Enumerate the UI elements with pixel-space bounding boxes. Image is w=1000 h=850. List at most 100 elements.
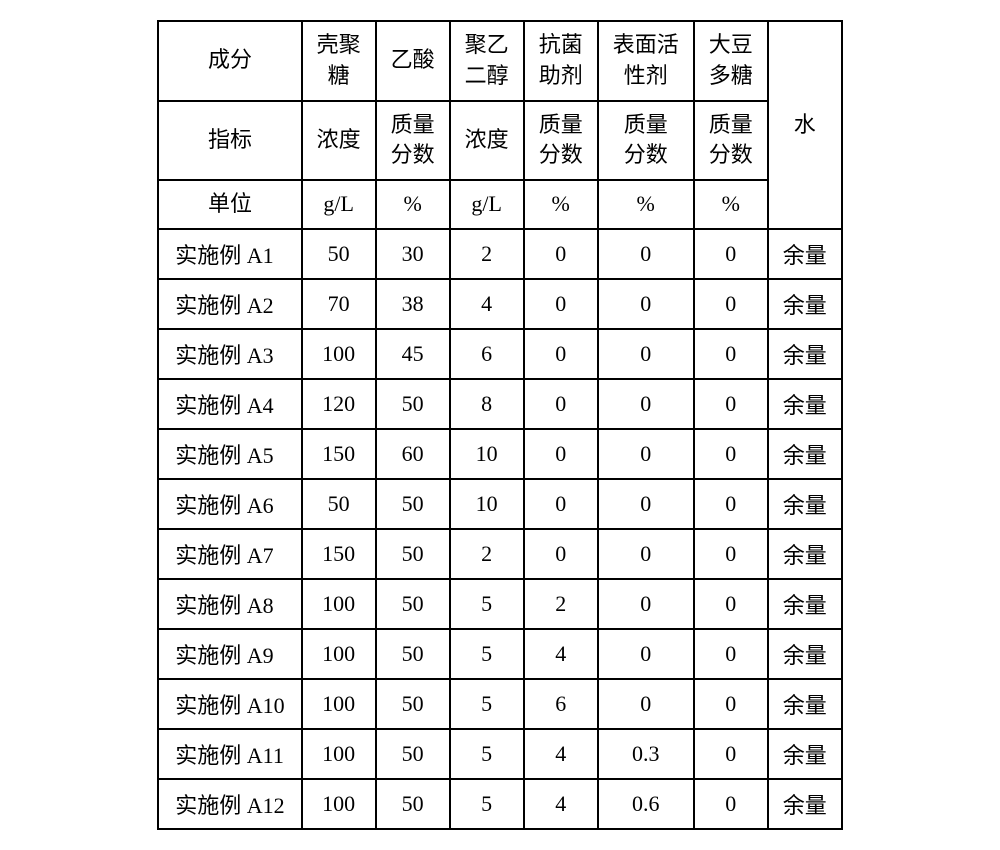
- cell-c7: 余量: [768, 779, 842, 829]
- cell-c3: 5: [450, 629, 524, 679]
- header-col6-row3: %: [694, 180, 768, 229]
- cell-c2: 50: [376, 579, 450, 629]
- cell-c1: 50: [302, 479, 376, 529]
- table-row: 实施例 A9100505400余量: [158, 629, 842, 679]
- row-label: 实施例 A12: [158, 779, 301, 829]
- cell-c7: 余量: [768, 229, 842, 279]
- cell-c4: 4: [524, 629, 598, 679]
- cell-c5: 0: [598, 479, 694, 529]
- cell-c1: 100: [302, 629, 376, 679]
- cell-c1: 100: [302, 679, 376, 729]
- header-row-2: 指标 浓度 质量分数 浓度 质量分数 质量分数 质量分数: [158, 101, 842, 181]
- cell-c3: 8: [450, 379, 524, 429]
- header-col5-row2: 质量分数: [598, 101, 694, 181]
- header-row-3: 单位 g/L % g/L % % %: [158, 180, 842, 229]
- cell-c5: 0.3: [598, 729, 694, 779]
- header-col0-row1: 成分: [158, 21, 301, 101]
- header-col6-row2: 质量分数: [694, 101, 768, 181]
- cell-c4: 0: [524, 279, 598, 329]
- header-col1-row1: 壳聚糖: [302, 21, 376, 101]
- cell-c5: 0: [598, 329, 694, 379]
- header-col3-row1: 聚乙二醇: [450, 21, 524, 101]
- table-row: 实施例 A1110050540.30余量: [158, 729, 842, 779]
- cell-c3: 4: [450, 279, 524, 329]
- cell-c5: 0: [598, 679, 694, 729]
- cell-c2: 38: [376, 279, 450, 329]
- cell-c5: 0: [598, 529, 694, 579]
- cell-c1: 50: [302, 229, 376, 279]
- cell-c3: 2: [450, 529, 524, 579]
- cell-c6: 0: [694, 379, 768, 429]
- header-col0-row2: 指标: [158, 101, 301, 181]
- header-col6-row1: 大豆多糖: [694, 21, 768, 101]
- cell-c4: 0: [524, 479, 598, 529]
- cell-c4: 0: [524, 329, 598, 379]
- cell-c2: 50: [376, 729, 450, 779]
- table-row: 实施例 A6505010000余量: [158, 479, 842, 529]
- cell-c4: 0: [524, 529, 598, 579]
- header-col2-row3: %: [376, 180, 450, 229]
- cell-c1: 150: [302, 529, 376, 579]
- header-col5-row3: %: [598, 180, 694, 229]
- cell-c7: 余量: [768, 529, 842, 579]
- cell-c4: 0: [524, 429, 598, 479]
- cell-c6: 0: [694, 779, 768, 829]
- cell-c7: 余量: [768, 629, 842, 679]
- cell-c6: 0: [694, 279, 768, 329]
- cell-c5: 0: [598, 579, 694, 629]
- cell-c6: 0: [694, 329, 768, 379]
- cell-c7: 余量: [768, 279, 842, 329]
- cell-c7: 余量: [768, 379, 842, 429]
- composition-table: 成分 壳聚糖 乙酸 聚乙二醇 抗菌助剂 表面活性剂 大豆多糖 水 指标 浓度 质…: [157, 20, 843, 830]
- cell-c4: 2: [524, 579, 598, 629]
- cell-c6: 0: [694, 479, 768, 529]
- cell-c5: 0: [598, 379, 694, 429]
- cell-c2: 50: [376, 479, 450, 529]
- table-row: 实施例 A3100456000余量: [158, 329, 842, 379]
- cell-c2: 50: [376, 679, 450, 729]
- cell-c7: 余量: [768, 729, 842, 779]
- cell-c4: 4: [524, 779, 598, 829]
- header-col4-row2: 质量分数: [524, 101, 598, 181]
- cell-c6: 0: [694, 229, 768, 279]
- table-row: 实施例 A7150502000余量: [158, 529, 842, 579]
- table-row: 实施例 A150302000余量: [158, 229, 842, 279]
- cell-c1: 150: [302, 429, 376, 479]
- cell-c2: 60: [376, 429, 450, 479]
- cell-c7: 余量: [768, 679, 842, 729]
- cell-c1: 100: [302, 729, 376, 779]
- cell-c2: 30: [376, 229, 450, 279]
- header-col4-row3: %: [524, 180, 598, 229]
- cell-c3: 10: [450, 479, 524, 529]
- header-col0-row3: 单位: [158, 180, 301, 229]
- table-row: 实施例 A1210050540.60余量: [158, 779, 842, 829]
- cell-c6: 0: [694, 579, 768, 629]
- cell-c4: 0: [524, 229, 598, 279]
- cell-c5: 0.6: [598, 779, 694, 829]
- row-label: 实施例 A1: [158, 229, 301, 279]
- table-body: 成分 壳聚糖 乙酸 聚乙二醇 抗菌助剂 表面活性剂 大豆多糖 水 指标 浓度 质…: [158, 21, 842, 829]
- cell-c6: 0: [694, 529, 768, 579]
- cell-c7: 余量: [768, 329, 842, 379]
- cell-c3: 2: [450, 229, 524, 279]
- cell-c1: 100: [302, 579, 376, 629]
- cell-c2: 50: [376, 379, 450, 429]
- table-row: 实施例 A10100505600余量: [158, 679, 842, 729]
- header-col1-row3: g/L: [302, 180, 376, 229]
- cell-c4: 4: [524, 729, 598, 779]
- header-col2-row1: 乙酸: [376, 21, 450, 101]
- table-row: 实施例 A4120508000余量: [158, 379, 842, 429]
- cell-c2: 45: [376, 329, 450, 379]
- header-col2-row2: 质量分数: [376, 101, 450, 181]
- cell-c1: 100: [302, 329, 376, 379]
- row-label: 实施例 A8: [158, 579, 301, 629]
- cell-c2: 50: [376, 779, 450, 829]
- header-col3-row2: 浓度: [450, 101, 524, 181]
- cell-c4: 0: [524, 379, 598, 429]
- cell-c7: 余量: [768, 479, 842, 529]
- cell-c6: 0: [694, 429, 768, 479]
- cell-c3: 5: [450, 679, 524, 729]
- cell-c7: 余量: [768, 429, 842, 479]
- cell-c3: 6: [450, 329, 524, 379]
- cell-c3: 5: [450, 729, 524, 779]
